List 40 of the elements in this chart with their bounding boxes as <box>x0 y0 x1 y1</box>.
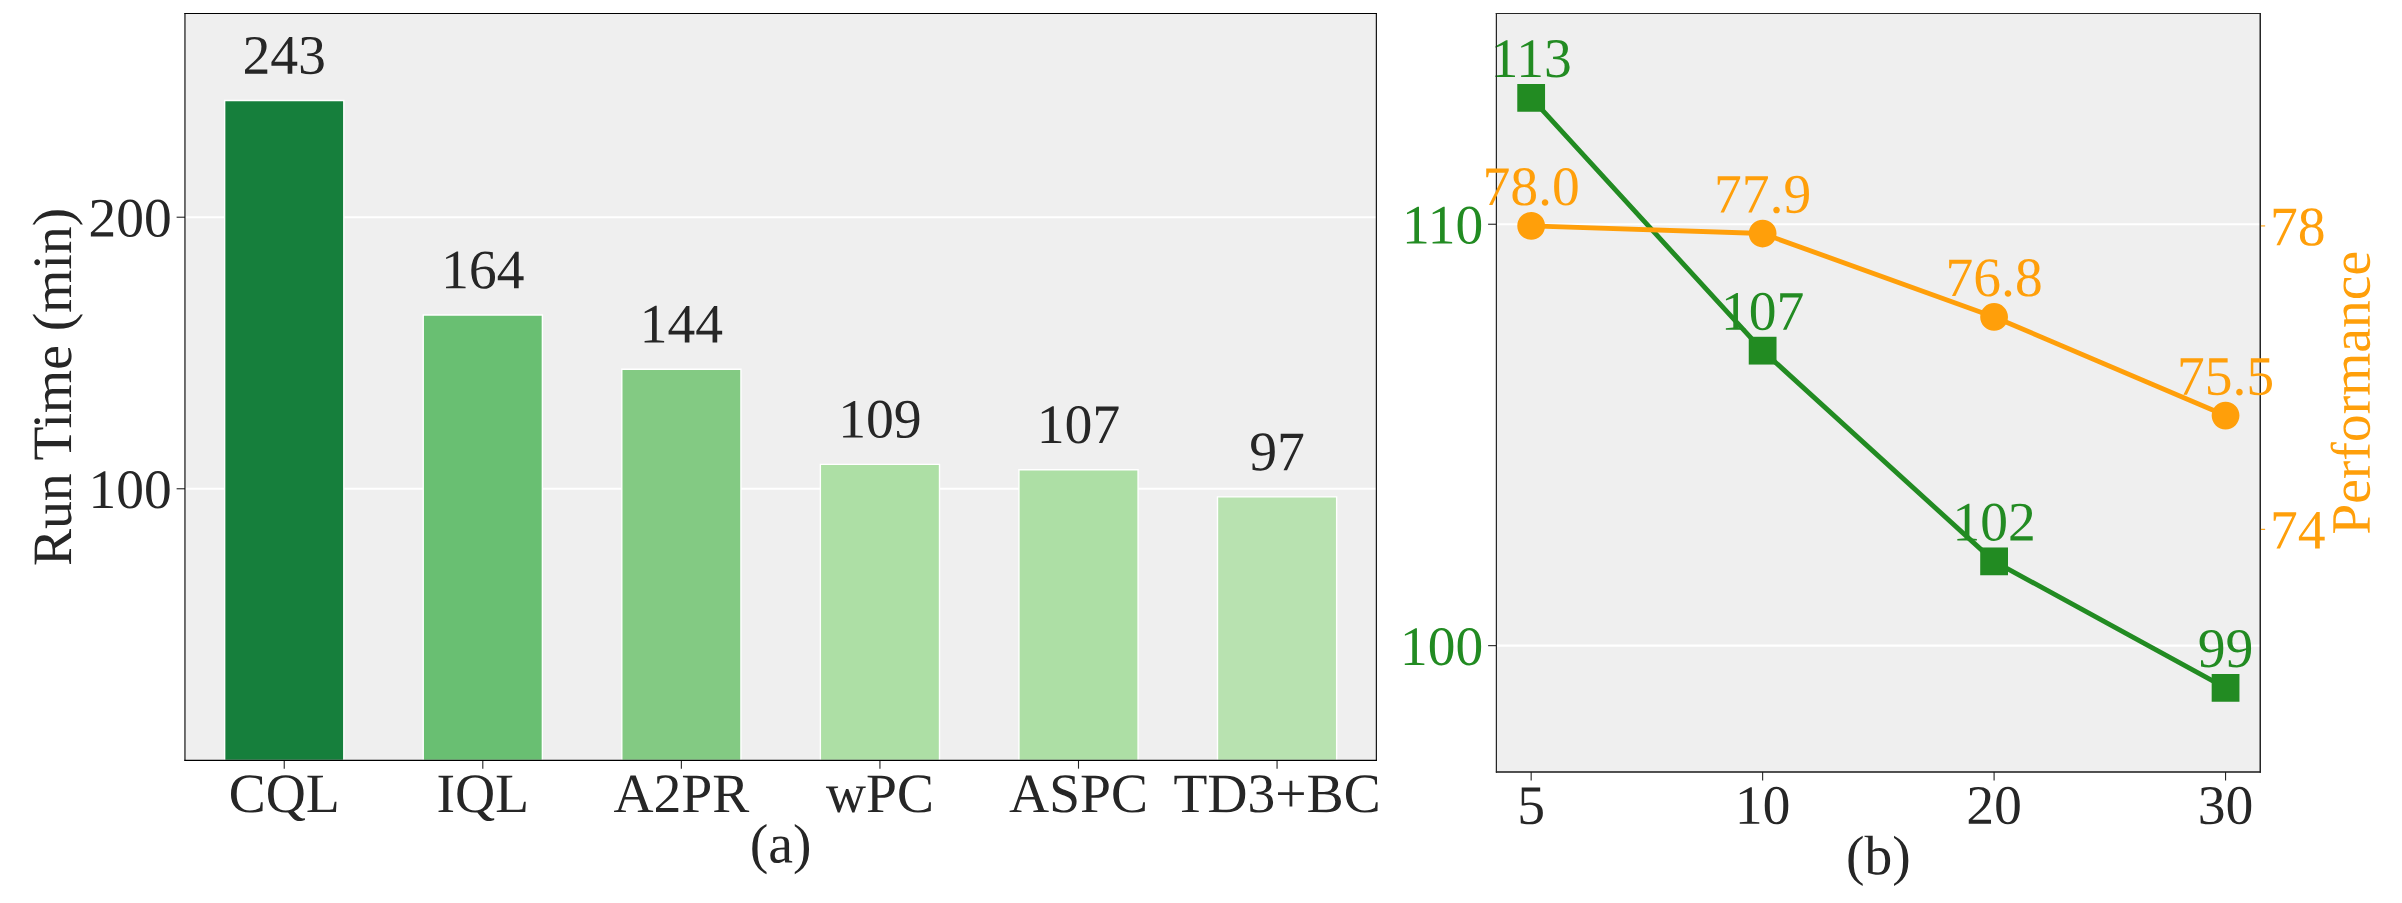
bar <box>1216 496 1338 761</box>
x-axis-title: (a) <box>752 823 810 875</box>
x-tick-label: ASPC <box>1009 775 1145 813</box>
x-tick-label: wPC <box>825 775 931 813</box>
data-label: 109 <box>843 400 920 439</box>
data-label: 102 <box>1957 503 2033 541</box>
data-label: 77.9 <box>1717 175 1809 214</box>
y-axis-title: Run Time (min) <box>32 210 83 565</box>
data-label: 243 <box>245 36 324 75</box>
x-tick-label: TD3+BC <box>1174 775 1378 813</box>
point <box>1517 212 1546 240</box>
y-tick-label: 100 <box>93 471 170 509</box>
y-tick-label: 110 <box>1406 206 1482 245</box>
x-tick-label: 10 <box>1739 786 1789 825</box>
data-label: 107 <box>1041 406 1119 444</box>
data-label: 99 <box>2199 630 2252 668</box>
data-label: 97 <box>1251 433 1304 471</box>
x-tick-label: 20 <box>1968 786 2020 825</box>
y-tick-label: 100 <box>1404 627 1482 666</box>
x-tick-label: 5 <box>1520 787 1543 825</box>
y2-axis-title: Performance <box>2330 252 2371 534</box>
x-tick-label: CQL <box>230 775 337 822</box>
point <box>2211 401 2240 430</box>
data-label: 164 <box>446 251 524 289</box>
data-label: 107 <box>1725 292 1803 331</box>
data-label: 144 <box>644 305 723 343</box>
y2-tick-label: 74 <box>2273 512 2325 549</box>
point <box>1980 303 2008 331</box>
x-tick-label: IQL <box>438 775 526 822</box>
x-tick-label: A2PR <box>613 775 750 813</box>
y-tick-label: 200 <box>90 199 170 238</box>
point <box>1748 219 1777 248</box>
point <box>1980 547 2008 576</box>
point <box>1517 83 1546 112</box>
data-label: 76.8 <box>1949 259 2041 297</box>
x-tick-label: 30 <box>2200 786 2252 825</box>
y2-tick-label: 78 <box>2273 208 2324 246</box>
point <box>2211 673 2240 702</box>
x-axis-title: (b) <box>1848 835 1909 887</box>
point <box>1748 336 1777 365</box>
